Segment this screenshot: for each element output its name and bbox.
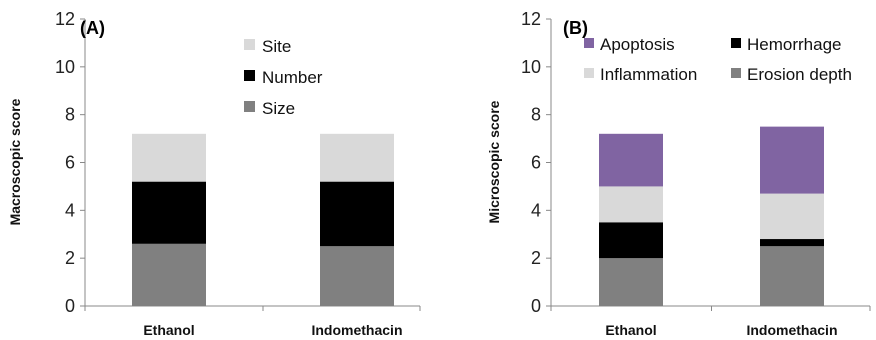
- y-tick-label-2: 2: [531, 248, 541, 268]
- bar-ethanol-site: [132, 133, 206, 182]
- y-tick-label-8: 8: [65, 105, 75, 125]
- legend-swatch-apoptosis: [584, 38, 594, 48]
- legend-label-erosion-depth: Erosion depth: [747, 65, 852, 84]
- panel-label: (B): [563, 18, 588, 38]
- y-tick-label-10: 10: [521, 57, 541, 77]
- y-tick-label-10: 10: [55, 57, 75, 77]
- bar-indomethacin-hemorrhage: [760, 239, 824, 247]
- bar-indomethacin-apoptosis: [760, 126, 824, 194]
- bar-ethanol-hemorrhage: [599, 222, 663, 259]
- x-category-label-ethanol: Ethanol: [605, 322, 656, 338]
- legend-swatch-erosion-depth: [731, 68, 741, 78]
- y-tick-label-2: 2: [65, 248, 75, 268]
- bar-indomethacin-site: [320, 133, 394, 182]
- y-tick-label-6: 6: [531, 153, 541, 173]
- legend-label-hemorrhage: Hemorrhage: [747, 35, 842, 54]
- bar-ethanol-apoptosis: [599, 133, 663, 187]
- legend-label-apoptosis: Apoptosis: [600, 35, 675, 54]
- y-tick-label-8: 8: [531, 105, 541, 125]
- y-axis-title: Macroscopic score: [7, 98, 23, 225]
- panel-label: (A): [80, 18, 105, 38]
- bar-ethanol-erosion-depth: [599, 258, 663, 306]
- bar-ethanol-number: [132, 181, 206, 244]
- y-axis-title: Microscopic score: [486, 100, 502, 223]
- y-tick-label-0: 0: [65, 296, 75, 316]
- y-tick-label-0: 0: [531, 296, 541, 316]
- y-tick-label-4: 4: [531, 200, 541, 220]
- bar-ethanol-inflammation: [599, 186, 663, 223]
- x-category-label-indomethacin: Indomethacin: [746, 322, 837, 338]
- legend-swatch-site: [244, 39, 255, 50]
- legend-swatch-size: [244, 101, 255, 112]
- legend-label-inflammation: Inflammation: [600, 65, 697, 84]
- legend-swatch-hemorrhage: [731, 38, 741, 48]
- legend: Site Number Size: [244, 37, 323, 118]
- bar-indomethacin-erosion-depth: [760, 246, 824, 306]
- bar-ethanol-size: [132, 243, 206, 306]
- bar-indomethacin-number: [320, 181, 394, 247]
- x-category-label-ethanol: Ethanol: [143, 322, 194, 338]
- x-category-label-indomethacin: Indomethacin: [311, 322, 402, 338]
- y-tick-label-6: 6: [65, 153, 75, 173]
- legend-swatch-inflammation: [584, 68, 594, 78]
- chart-panel-a: 0 2 4 6 8 10 12 Ethanol Indomethacin (A) Macroscop…: [7, 9, 421, 338]
- y-tick-label-12: 12: [521, 9, 541, 29]
- y-tick-label-12: 12: [55, 9, 75, 29]
- legend-swatch-number: [244, 70, 255, 81]
- chart-panel-b: 0 2 4 6 8 10 12 Ethanol Indomethacin (B) Microscop…: [486, 9, 871, 338]
- bar-indomethacin-inflammation: [760, 193, 824, 240]
- legend-label-number: Number: [262, 68, 323, 87]
- legend-label-site: Site: [262, 37, 291, 56]
- y-tick-label-4: 4: [65, 200, 75, 220]
- legend: Apoptosis Hemorrhage Inflammation Erosion d…: [584, 35, 852, 84]
- legend-label-size: Size: [262, 99, 295, 118]
- bar-indomethacin-size: [320, 246, 394, 306]
